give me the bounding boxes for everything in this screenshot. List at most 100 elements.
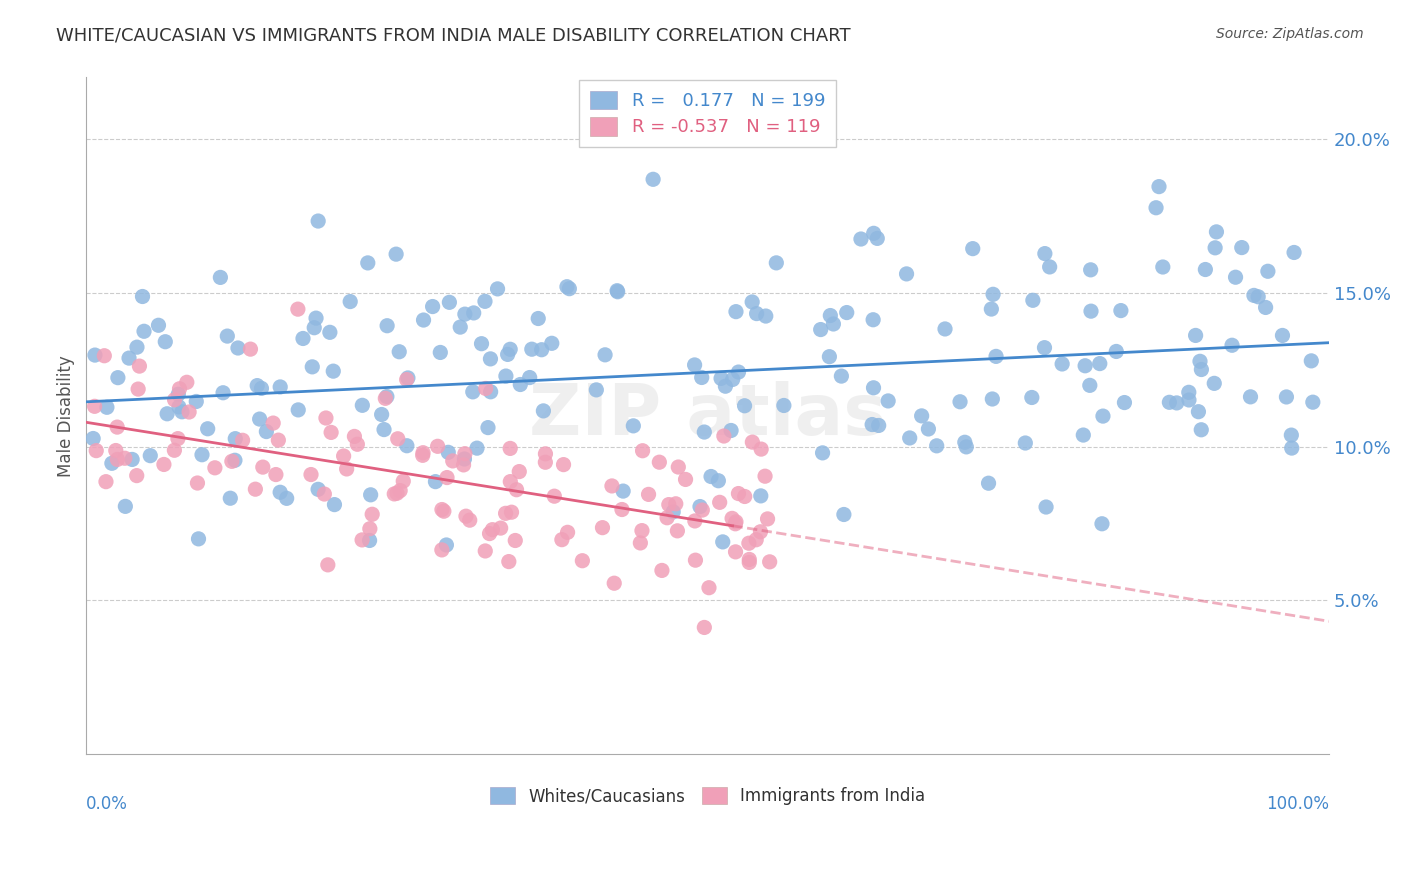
- Point: [374, 392, 396, 406]
- Point: [610, 502, 633, 516]
- Point: [690, 503, 713, 517]
- Point: [105, 452, 128, 467]
- Point: [252, 460, 274, 475]
- Point: [224, 453, 246, 467]
- Point: [773, 399, 796, 413]
- Point: [1225, 270, 1247, 285]
- Point: [498, 555, 520, 569]
- Point: [551, 533, 574, 547]
- Point: [412, 313, 434, 327]
- Point: [139, 449, 162, 463]
- Point: [412, 448, 434, 462]
- Point: [1033, 246, 1056, 260]
- Point: [499, 343, 522, 357]
- Point: [709, 495, 731, 509]
- Point: [262, 416, 284, 430]
- Point: [425, 475, 447, 489]
- Point: [501, 505, 523, 519]
- Point: [749, 524, 772, 539]
- Point: [479, 384, 502, 399]
- Point: [430, 542, 453, 557]
- Point: [1254, 301, 1277, 315]
- Point: [756, 512, 779, 526]
- Point: [1178, 385, 1201, 400]
- Point: [934, 322, 956, 336]
- Point: [925, 439, 948, 453]
- Point: [720, 424, 742, 438]
- Point: [94, 475, 117, 489]
- Point: [245, 482, 267, 496]
- Point: [359, 522, 381, 536]
- Point: [520, 342, 543, 356]
- Point: [436, 538, 458, 552]
- Point: [395, 373, 418, 387]
- Point: [1147, 179, 1170, 194]
- Point: [543, 489, 565, 503]
- Point: [422, 300, 444, 314]
- Point: [727, 486, 749, 500]
- Point: [212, 385, 235, 400]
- Point: [527, 311, 550, 326]
- Point: [186, 394, 208, 409]
- Point: [898, 431, 921, 445]
- Point: [246, 378, 269, 392]
- Point: [1105, 344, 1128, 359]
- Point: [132, 324, 155, 338]
- Point: [169, 382, 191, 396]
- Point: [1189, 423, 1212, 437]
- Point: [1014, 436, 1036, 450]
- Point: [981, 392, 1004, 406]
- Point: [749, 489, 772, 503]
- Point: [1279, 428, 1302, 442]
- Point: [765, 256, 787, 270]
- Point: [666, 460, 689, 475]
- Point: [811, 446, 834, 460]
- Point: [232, 434, 254, 448]
- Point: [287, 403, 309, 417]
- Point: [426, 439, 449, 453]
- Point: [734, 490, 756, 504]
- Point: [385, 247, 408, 261]
- Point: [346, 437, 368, 451]
- Point: [1230, 241, 1253, 255]
- Point: [835, 305, 858, 319]
- Point: [1033, 341, 1056, 355]
- Point: [1109, 303, 1132, 318]
- Point: [534, 455, 557, 469]
- Point: [530, 343, 553, 357]
- Point: [666, 524, 689, 538]
- Point: [593, 348, 616, 362]
- Point: [357, 256, 380, 270]
- Point: [287, 302, 309, 317]
- Point: [389, 483, 412, 498]
- Point: [387, 432, 409, 446]
- Point: [962, 242, 984, 256]
- Point: [862, 381, 884, 395]
- Point: [1301, 354, 1323, 368]
- Point: [621, 418, 644, 433]
- Point: [724, 515, 747, 529]
- Point: [370, 408, 392, 422]
- Point: [107, 370, 129, 384]
- Point: [453, 452, 475, 467]
- Point: [1144, 201, 1167, 215]
- Point: [128, 359, 150, 373]
- Point: [1257, 264, 1279, 278]
- Point: [489, 521, 512, 535]
- Point: [219, 491, 242, 506]
- Point: [125, 340, 148, 354]
- Point: [305, 311, 328, 326]
- Point: [911, 409, 934, 423]
- Point: [1243, 288, 1265, 302]
- Point: [392, 474, 415, 488]
- Point: [585, 383, 607, 397]
- Point: [125, 468, 148, 483]
- Point: [707, 474, 730, 488]
- Point: [1159, 395, 1181, 409]
- Point: [711, 535, 734, 549]
- Text: ZIP atlas: ZIP atlas: [529, 381, 886, 450]
- Point: [606, 285, 628, 299]
- Point: [683, 358, 706, 372]
- Point: [396, 371, 419, 385]
- Point: [495, 369, 517, 384]
